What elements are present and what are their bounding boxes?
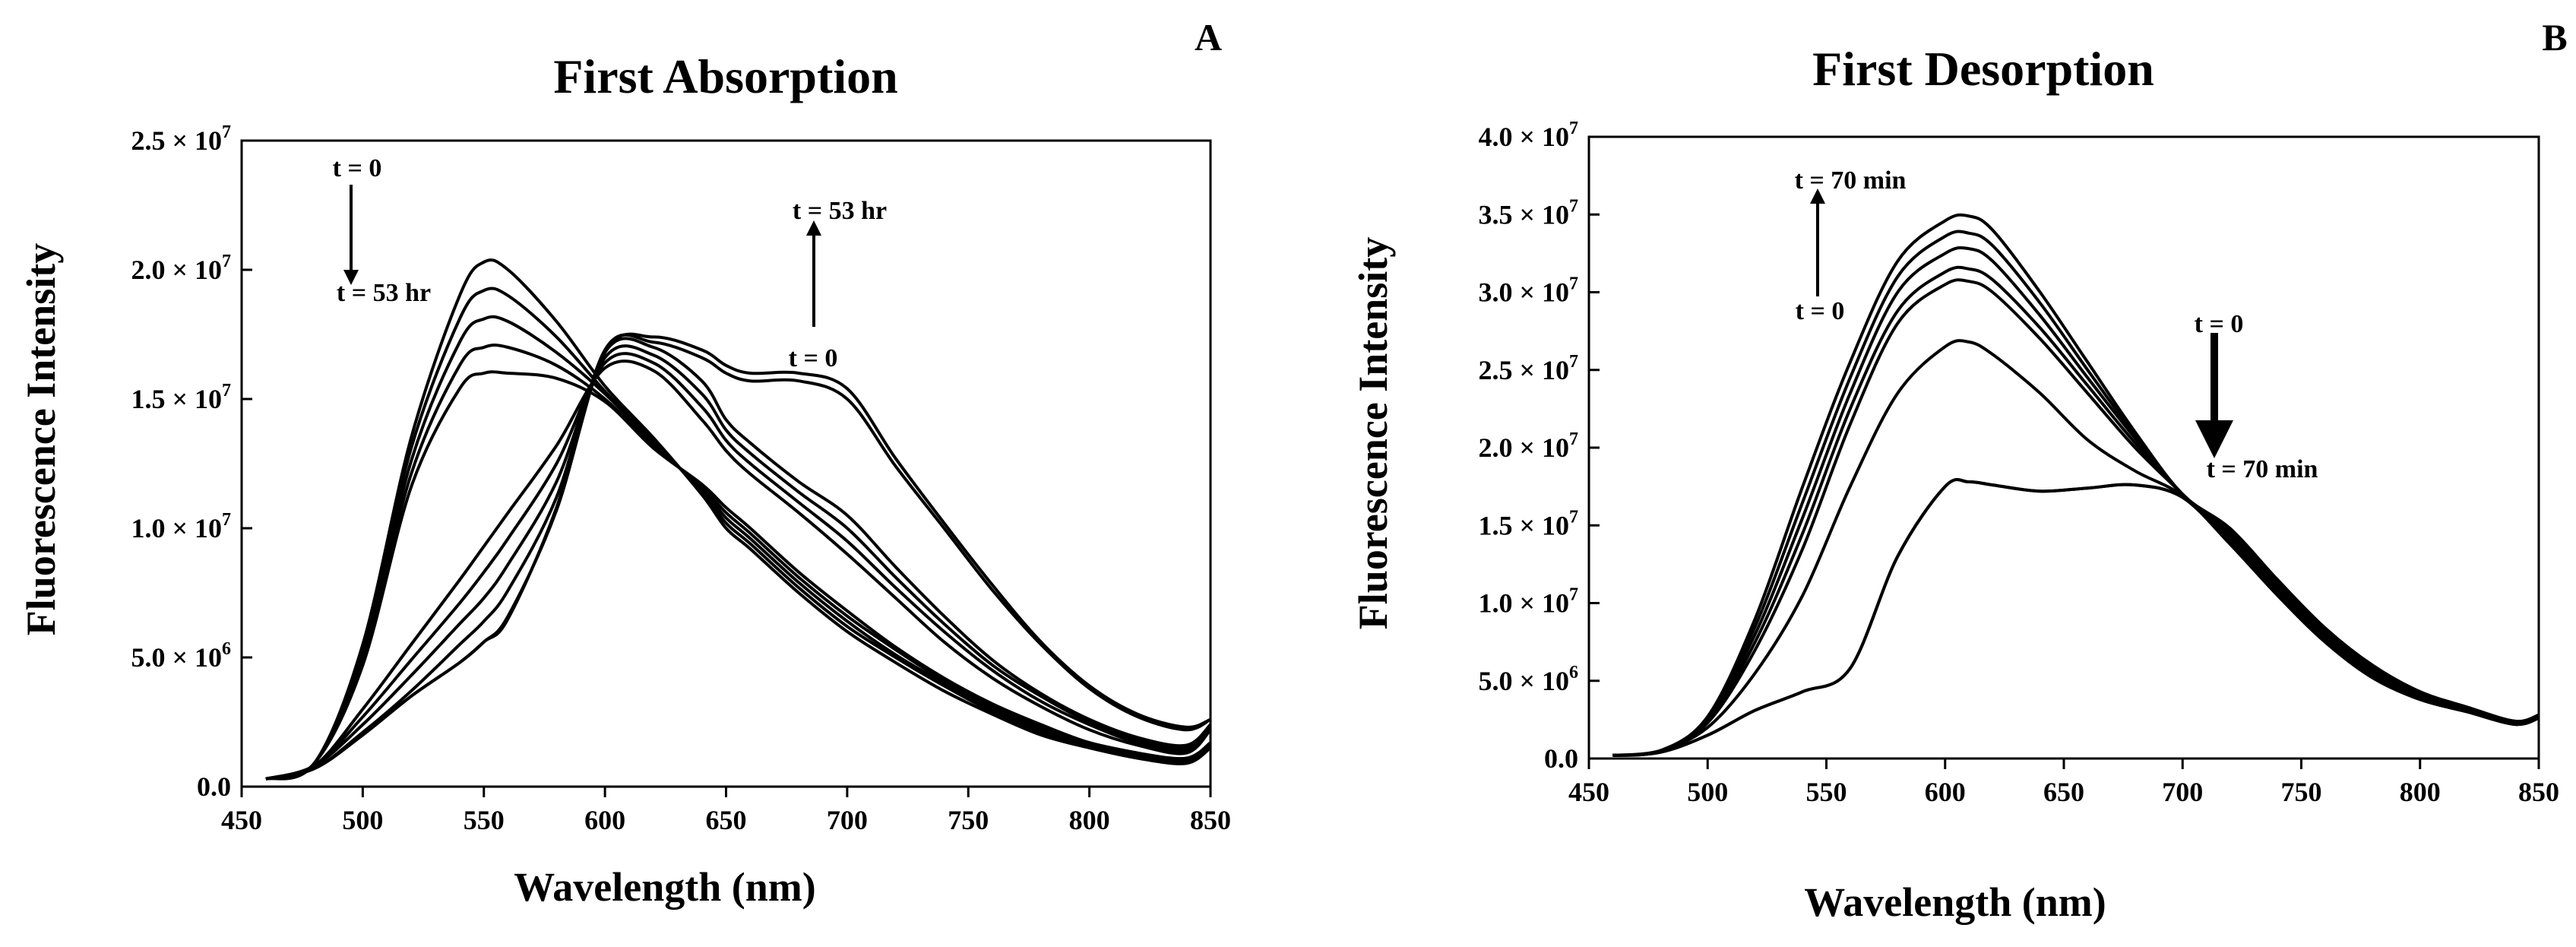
panel-b-series-line-6 <box>1612 230 2540 757</box>
panel-b-chart: B First Desorption Fluorescence Intensit… <box>1350 16 2568 925</box>
panel-b-y-tick-label: 3.5 × 107 <box>1478 196 1578 230</box>
panel-a-x-tick-label: 550 <box>464 805 505 835</box>
panel-a-x-ticks: 450 500 550 600 650 700 750 800 850 <box>221 787 1231 835</box>
panel-a-x-tick-label: 450 <box>221 805 262 835</box>
panel-b-y-ticks: 0.0 5.0 × 106 1.0 × 107 1.5 × 107 2.0 × 107 2… <box>1478 119 1600 774</box>
panel-b-y-tick-label: 3.0 × 107 <box>1478 274 1578 308</box>
panel-a-label: A <box>1195 16 1222 59</box>
panel-a-series-line-2 <box>265 315 1212 781</box>
panel-a-x-axis-label: Wavelength (nm) <box>514 864 816 910</box>
panel-b-series-line-7 <box>1612 213 2540 757</box>
panel-b-x-ticks: 450 500 550 600 650 700 750 800 850 <box>1568 759 2559 807</box>
panel-a-series-line-3 <box>265 344 1212 781</box>
panel-b-y-tick-label: 1.5 × 107 <box>1478 507 1578 540</box>
panel-b-y-tick-label: 2.5 × 107 <box>1478 352 1578 385</box>
panel-b-lines <box>1612 213 2540 757</box>
panel-b-y-axis-label: Fluorescence Intensity <box>1350 237 1396 629</box>
panel-a-series-line-6 <box>265 352 1212 781</box>
panel-b-x-axis-label: Wavelength (nm) <box>1804 879 2106 925</box>
panel-a-title: First Absorption <box>553 49 897 103</box>
panel-a-y-tick-label: 1.0 × 107 <box>131 510 231 543</box>
panel-a-series-line-1 <box>265 287 1212 781</box>
panel-a-y-tick-label: 0.0 <box>197 771 231 802</box>
panel-a-lines <box>265 258 1212 781</box>
panel-a-series-line-0 <box>265 258 1212 781</box>
panel-b-title: First Desorption <box>1812 42 2154 96</box>
panel-b-x-tick-label: 600 <box>1925 777 1966 807</box>
panel-a-x-tick-label: 850 <box>1190 805 1231 835</box>
panel-a-series-line-5 <box>265 359 1212 781</box>
panel-b-annotation-up-start: t = 0 <box>1796 297 1845 325</box>
panel-a-chart: A First Absorption Fluorescence Intensit… <box>18 16 1231 910</box>
panel-b-label: B <box>2542 16 2567 59</box>
panel-a-y-tick-label: 1.5 × 107 <box>131 381 231 414</box>
panel-a-y-tick-label: 5.0 × 106 <box>131 639 231 673</box>
panel-b-series-line-2 <box>1612 339 2540 757</box>
panel-b-y-tick-label: 2.0 × 107 <box>1478 429 1578 463</box>
panel-b-x-tick-label: 800 <box>2400 777 2441 807</box>
panel-a-annotation-down-start: t = 0 <box>333 154 382 182</box>
panel-a-y-ticks: 0.0 5.0 × 106 1.0 × 107 1.5 × 107 2.0 × 107 2… <box>131 122 252 802</box>
panel-b-y-tick-label: 0.0 <box>1544 743 1578 774</box>
panel-b-y-tick-label: 4.0 × 107 <box>1478 119 1578 152</box>
panel-b-annotation-down-end: t = 70 min <box>2207 455 2318 483</box>
panel-a-x-tick-label: 650 <box>706 805 747 835</box>
panel-a-annotation-down-end: t = 53 hr <box>337 279 431 307</box>
panel-b-y-tick-label: 1.0 × 107 <box>1478 585 1578 619</box>
panel-a-x-tick-label: 750 <box>948 805 989 835</box>
panel-a-x-tick-label: 600 <box>584 805 625 835</box>
panel-b-series-line-0 <box>1612 478 2540 757</box>
panel-b-x-tick-label: 700 <box>2162 777 2203 807</box>
panel-a-x-tick-label: 700 <box>827 805 868 835</box>
panel-b-annotation-up-end: t = 70 min <box>1795 166 1907 195</box>
panel-a-series-line-7 <box>265 344 1212 781</box>
panel-a-annotation-up-start: t = 0 <box>789 344 838 372</box>
panel-b-y-tick-label: 5.0 × 106 <box>1478 663 1578 696</box>
panel-b-x-tick-label: 500 <box>1687 777 1728 807</box>
panel-b-series-line-5 <box>1612 245 2540 757</box>
panel-a-y-tick-label: 2.0 × 107 <box>131 252 231 285</box>
panel-b-annotation-down-start: t = 0 <box>2195 310 2244 338</box>
panel-a-series-line-4 <box>265 370 1212 781</box>
panel-b-series-line-4 <box>1612 265 2540 757</box>
panel-a-series-line-10 <box>265 332 1211 781</box>
panel-b-x-tick-label: 850 <box>2518 777 2559 807</box>
panel-b-x-tick-label: 450 <box>1568 777 1609 807</box>
panel-a-annotation-up-end: t = 53 hr <box>793 197 887 225</box>
panel-b-x-tick-label: 550 <box>1806 777 1847 807</box>
panel-a-series-line-8 <box>265 337 1212 781</box>
panel-a-y-tick-label: 2.5 × 107 <box>131 122 231 156</box>
panel-a-y-axis-label: Fluorescence Intensity <box>18 243 64 635</box>
panel-b-plot-frame <box>1587 135 2540 760</box>
panel-b-x-tick-label: 650 <box>2043 777 2084 807</box>
panel-b-series-line-1 <box>1612 478 2540 757</box>
panel-a-x-tick-label: 800 <box>1069 805 1110 835</box>
panel-b-x-tick-label: 750 <box>2281 777 2322 807</box>
panel-a-x-tick-label: 500 <box>342 805 383 835</box>
